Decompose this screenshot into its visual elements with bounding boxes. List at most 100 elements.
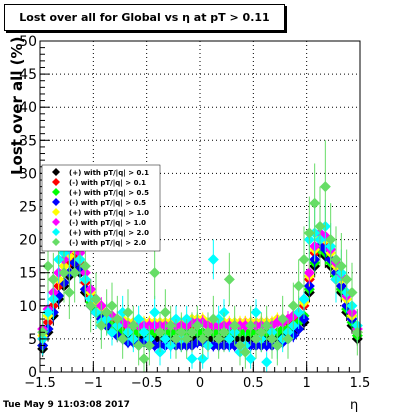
y-tick-label: 0	[28, 365, 37, 381]
data-point	[149, 306, 161, 318]
axes: −1.5 −1 −0.5 0 0.5 1 1.5 0 5 10 15 20 25 30 35 40 45 50	[19, 34, 370, 391]
data-point	[138, 353, 150, 365]
data-point	[282, 333, 294, 345]
data-point	[170, 333, 182, 345]
data-point	[207, 253, 219, 265]
y-tick-label: 35	[19, 133, 37, 149]
data-point	[335, 260, 347, 272]
legend-box	[41, 164, 161, 252]
data-point	[186, 326, 198, 338]
data-point	[159, 306, 171, 318]
y-tick-label: 30	[19, 166, 37, 182]
data-point	[298, 293, 310, 305]
data-point	[85, 300, 97, 312]
data-point	[138, 326, 150, 338]
legend-marker	[52, 238, 60, 246]
legend-label: (-) with pT/|q| > 1.0	[69, 219, 146, 228]
data-point	[309, 197, 321, 209]
data-point	[191, 320, 203, 332]
x-axis-label: η	[350, 398, 359, 413]
data-point	[303, 227, 315, 239]
legend-marker	[52, 178, 60, 186]
data-point	[287, 300, 299, 312]
data-point	[293, 280, 305, 292]
legend-label: (+) with pT/|q| > 1.0	[69, 209, 149, 218]
y-tick-label: 50	[19, 34, 37, 50]
x-tick-label: 1.5	[350, 376, 371, 391]
data-point	[90, 293, 102, 305]
x-tick-label: −1	[84, 376, 103, 391]
data-point	[127, 320, 139, 332]
data-point	[47, 273, 59, 285]
legend-label: (+) with pT/|q| > 2.0	[69, 229, 149, 238]
data-point	[346, 287, 358, 299]
data-point	[106, 300, 118, 312]
data-point	[79, 260, 91, 272]
data-point	[42, 260, 54, 272]
x-tick-label: 0	[196, 376, 204, 391]
data-point	[245, 320, 257, 332]
data-point	[69, 267, 81, 279]
y-axis-label: Lost over all (%)	[8, 36, 26, 175]
data-point	[111, 313, 123, 325]
x-tick-label: 0.5	[243, 376, 264, 391]
data-point	[63, 287, 75, 299]
legend-label: (-) with pT/|q| > 0.1	[69, 179, 146, 188]
data-point	[314, 220, 326, 232]
data-point	[325, 234, 337, 246]
data-point	[255, 326, 267, 338]
data-point	[133, 340, 145, 352]
data-point	[341, 273, 353, 285]
data-point	[197, 333, 209, 345]
legend: (+) with pT/|q| > 0.1(-) with pT/|q| > 0…	[41, 164, 161, 252]
data-point	[298, 253, 310, 265]
data-point	[303, 267, 315, 279]
legend-label: (+) with pT/|q| > 0.5	[69, 189, 149, 198]
data-point	[245, 353, 257, 365]
legend-marker	[52, 218, 60, 226]
chart-title: Lost over all for Global vs η at pT > 0.…	[19, 11, 270, 24]
data-point	[229, 320, 241, 332]
data-point	[319, 181, 331, 193]
x-tick-label: −0.5	[131, 376, 163, 391]
data-point	[330, 253, 342, 265]
y-tick-label: 5	[28, 332, 37, 348]
y-tick-label: 20	[19, 233, 37, 249]
footer-timestamp: Tue May 9 11:03:08 2017	[3, 400, 130, 410]
data-point	[42, 306, 54, 318]
data-point	[202, 326, 214, 338]
legend-marker	[52, 228, 60, 236]
data-point	[261, 320, 273, 332]
data-point	[122, 306, 134, 318]
data-point	[95, 320, 107, 332]
legend-label: (-) with pT/|q| > 0.5	[69, 199, 146, 208]
data-point	[223, 273, 235, 285]
x-tick-label: 1	[303, 376, 311, 391]
data-point	[165, 320, 177, 332]
series-7	[37, 140, 363, 372]
data-point	[186, 353, 198, 365]
data-point	[207, 313, 219, 325]
data-point	[250, 306, 262, 318]
legend-marker	[52, 188, 60, 196]
y-tick-label: 25	[19, 200, 37, 216]
data-point	[175, 326, 187, 338]
y-tick-label: 45	[19, 67, 37, 83]
y-tick-label: 10	[19, 299, 37, 315]
data-point	[239, 346, 251, 358]
data-point	[58, 267, 70, 279]
data-point	[223, 333, 235, 345]
data-point	[154, 326, 166, 338]
x-tick-label: −1.5	[24, 376, 56, 391]
y-tick-label: 15	[19, 266, 37, 282]
data-point	[277, 313, 289, 325]
data-point	[213, 333, 225, 345]
data-point	[149, 267, 161, 279]
legend-marker	[52, 208, 60, 216]
data-point	[101, 306, 113, 318]
data-point	[234, 340, 246, 352]
data-point	[106, 326, 118, 338]
chart-title-box: Lost over all for Global vs η at pT > 0.…	[4, 4, 285, 31]
data-point	[266, 333, 278, 345]
